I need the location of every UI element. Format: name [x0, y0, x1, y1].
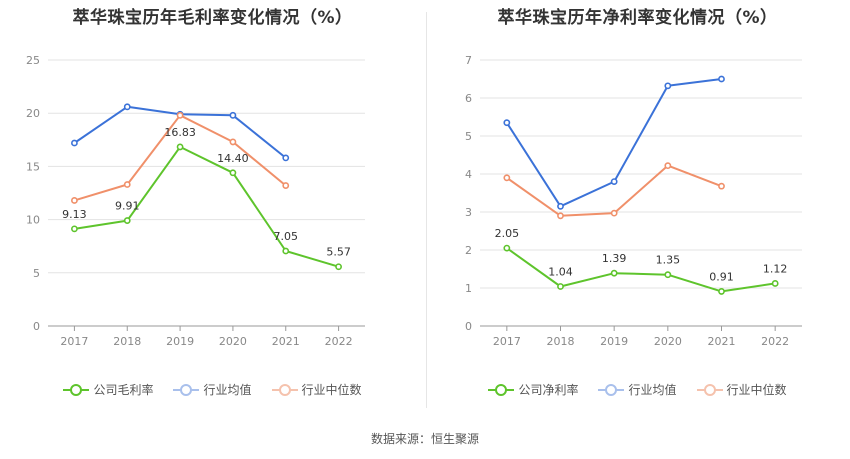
y-tick-label: 0: [33, 320, 40, 333]
net-margin-chart-panel: 萃华珠宝历年净利率变化情况（%） 0 1 2 3 4 5 6 7 2017 2018 2019 202…: [425, 0, 850, 420]
legend-marker-icon: [696, 383, 723, 396]
data-point: [229, 138, 237, 146]
legend-item-company[interactable]: 公司毛利率: [63, 381, 153, 398]
legend-item-industry-median[interactable]: 行业中位数: [696, 381, 787, 398]
data-label: 1.04: [548, 265, 573, 278]
y-tick-label: 3: [465, 206, 472, 219]
data-point: [71, 197, 78, 204]
data-point: [557, 283, 564, 290]
x-tick-label: 2018: [547, 335, 575, 348]
data-label: 1.12: [763, 262, 788, 275]
net-margin-chart: 0 1 2 3 4 5 6 7 2017 2018 2019 2020 2021 2022 2.05 1.04…: [465, 54, 802, 348]
y-tick-label: 6: [465, 92, 472, 105]
y-tick-label: 1: [465, 282, 472, 295]
data-point: [503, 244, 511, 252]
legend-marker-icon: [271, 383, 298, 396]
legend-item-industry-median[interactable]: 行业中位数: [271, 381, 362, 398]
data-point: [718, 288, 725, 295]
data-point: [282, 154, 290, 162]
data-point: [718, 182, 725, 190]
data-point: [610, 178, 618, 185]
y-tick-label: 5: [465, 130, 472, 143]
legend-item-company[interactable]: 公司净利率: [488, 381, 578, 398]
data-label: 0.91: [709, 270, 734, 283]
data-point: [71, 225, 78, 233]
data-point: [610, 209, 618, 217]
x-tick-label: 2022: [325, 335, 353, 348]
x-tick-label: 2022: [761, 335, 789, 348]
data-point: [610, 269, 618, 277]
series-line: [74, 145, 339, 268]
y-tick-label: 4: [465, 168, 472, 181]
data-label: 7.05: [274, 230, 299, 243]
legend-marker-icon: [173, 383, 200, 396]
y-tick-label: 2: [465, 244, 472, 257]
data-label: 1.35: [656, 254, 681, 267]
x-tick-label: 2021: [272, 335, 300, 348]
data-point: [771, 280, 779, 287]
data-point: [557, 212, 564, 220]
data-point: [718, 75, 725, 83]
chart-title: 萃华珠宝历年毛利率变化情况（%）: [72, 8, 353, 28]
data-point: [176, 143, 184, 151]
data-point: [282, 247, 290, 255]
data-label: 16.83: [164, 126, 196, 139]
y-tick-label: 10: [26, 214, 40, 227]
y-tick-label: 5: [33, 267, 40, 280]
y-tick-label: 0: [465, 320, 472, 333]
data-label: 1.39: [602, 252, 627, 265]
legend-label: 行业均值: [628, 383, 677, 397]
data-source-note: 数据来源：恒生聚源: [370, 432, 479, 446]
data-point: [335, 263, 342, 271]
data-point: [664, 271, 672, 279]
data-point: [229, 111, 237, 119]
legend-label: 行业中位数: [301, 383, 362, 397]
x-tick-label: 2020: [654, 335, 682, 348]
data-point: [664, 82, 672, 90]
y-tick-label: 20: [26, 107, 40, 120]
x-tick-label: 2021: [708, 335, 736, 348]
gross-margin-chart: 0 5 10 15 20 25 2017 2018 2019 2020 2021 2022 9.13 9.…: [26, 54, 365, 348]
data-point: [123, 217, 131, 224]
data-point: [229, 169, 237, 177]
chart-title: 萃华珠宝历年净利率变化情况（%）: [497, 8, 778, 28]
x-tick-label: 2020: [219, 335, 247, 348]
chart-legend: 公司毛利率 行业均值 行业中位数: [0, 381, 425, 398]
legend-item-industry-mean[interactable]: 行业均值: [173, 381, 252, 398]
x-tick-label: 2017: [60, 335, 88, 348]
data-point: [503, 119, 511, 127]
data-label: 9.91: [115, 200, 140, 213]
x-tick-label: 2017: [493, 335, 521, 348]
x-tick-label: 2019: [600, 335, 628, 348]
data-point: [123, 181, 131, 188]
series-line: [506, 247, 776, 293]
legend-item-industry-mean[interactable]: 行业均值: [598, 381, 677, 398]
data-label: 2.05: [495, 227, 519, 240]
data-label: 9.13: [62, 208, 87, 221]
data-point: [123, 103, 131, 111]
y-tick-label: 7: [465, 54, 472, 67]
y-tick-label: 25: [26, 54, 40, 67]
data-point: [176, 111, 184, 119]
data-point: [503, 174, 511, 182]
data-point: [71, 139, 78, 147]
legend-label: 公司净利率: [518, 383, 579, 397]
x-tick-label: 2019: [166, 335, 194, 348]
panel-divider: [426, 12, 427, 408]
data-label: 5.57: [326, 246, 351, 259]
legend-marker-icon: [63, 383, 90, 396]
legend-label: 行业均值: [203, 383, 252, 397]
data-label: 14.40: [217, 152, 249, 165]
legend-marker-icon: [598, 383, 625, 396]
gross-margin-chart-panel: 萃华珠宝历年毛利率变化情况（%） 0 5 10 15 20 25 2017 2018 2019 2…: [0, 0, 425, 420]
x-tick-label: 2018: [113, 335, 141, 348]
data-point: [664, 162, 672, 170]
y-tick-label: 15: [26, 160, 40, 173]
legend-marker-icon: [488, 383, 515, 396]
legend-label: 公司毛利率: [93, 383, 154, 397]
data-point: [557, 202, 564, 210]
chart-legend: 公司净利率 行业均值 行业中位数: [425, 381, 850, 398]
data-point: [282, 182, 290, 189]
legend-label: 行业中位数: [726, 383, 787, 397]
